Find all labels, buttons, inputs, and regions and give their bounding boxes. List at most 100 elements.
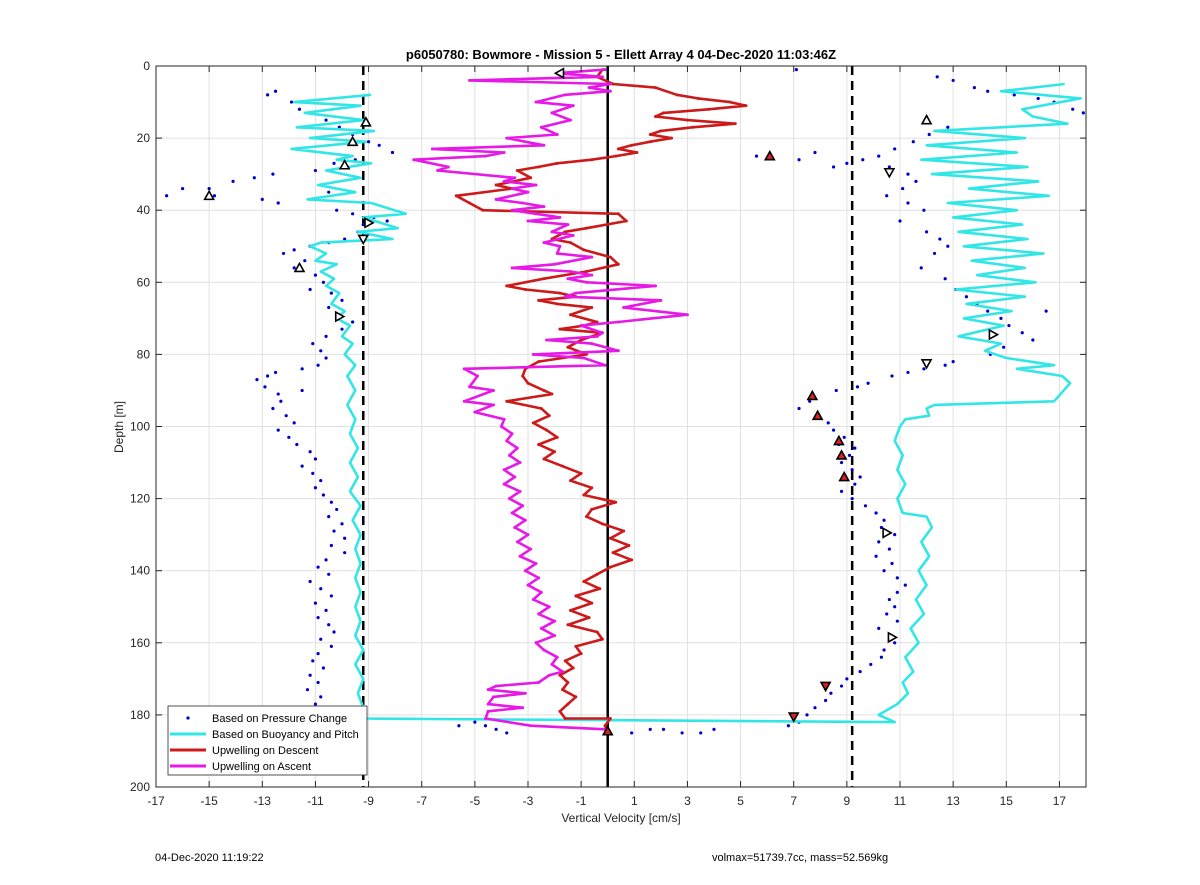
pressure-point [287, 435, 291, 439]
series-vertex [529, 547, 533, 551]
pressure-point [313, 457, 318, 461]
series-vertex [491, 695, 495, 699]
series-vertex [518, 554, 522, 558]
series-vertex [685, 313, 689, 317]
series-vertex [523, 569, 527, 573]
series-vertex [545, 338, 549, 342]
series-vertex [563, 230, 567, 234]
series-vertex [616, 349, 620, 353]
footer-timestamp: 04-Dec-2020 11:19:22 [155, 852, 264, 864]
series-vertex [590, 486, 594, 490]
pressure-point [494, 727, 498, 731]
series-vertex [744, 104, 748, 108]
series-vertex [595, 572, 599, 576]
pressure-point [319, 637, 323, 641]
series-vertex [622, 306, 626, 310]
pressure-point [303, 259, 307, 263]
pressure-point [858, 475, 862, 479]
pressure-point [313, 486, 318, 490]
triangle-marker [838, 470, 851, 482]
pressure-point [324, 558, 328, 562]
pressure-point [839, 460, 844, 465]
series-vertex [534, 183, 538, 187]
series-vertex [510, 187, 514, 191]
series-vertex [542, 205, 546, 209]
triangle-marker [920, 113, 933, 125]
pressure-point [319, 587, 323, 591]
series-vertex [523, 518, 527, 522]
series-vertex [675, 93, 679, 97]
series-vertex [558, 673, 562, 677]
y-tick-label: 40 [137, 203, 151, 217]
pressure-point [1036, 96, 1040, 101]
pressure-point [300, 388, 304, 393]
y-tick-label: 200 [130, 780, 150, 794]
series-vertex [616, 147, 620, 151]
series-vertex [518, 461, 522, 465]
pressure-point [986, 309, 990, 313]
pressure-point [324, 118, 328, 122]
series-vertex [537, 576, 541, 580]
pressure-point [887, 547, 891, 551]
pressure-point [850, 468, 854, 472]
pressure-point [847, 453, 852, 457]
pressure-point [324, 356, 328, 360]
pressure-point [319, 478, 323, 483]
y-tick-label: 80 [137, 347, 151, 361]
pressure-point [284, 414, 288, 418]
pressure-point [308, 287, 312, 292]
footer-vehicle-info: volmax=51739.7cc, mass=52.569kg [712, 852, 889, 864]
series-vertex [614, 154, 618, 158]
series-vertex [468, 201, 472, 205]
pressure-point [505, 731, 509, 735]
series-vertex [598, 587, 602, 591]
series-vertex [555, 132, 559, 136]
series-vertex [537, 680, 541, 684]
series-vertex [555, 302, 559, 306]
series-vertex [590, 507, 594, 511]
series-vertex [483, 717, 487, 721]
series-vertex [412, 158, 416, 162]
pressure-point [877, 154, 881, 158]
series-line-buoyancy [290, 82, 1082, 724]
pressure-point [898, 219, 902, 223]
series-vertex [521, 201, 525, 205]
legend-box [167, 705, 368, 776]
series-vertex [733, 122, 737, 126]
series-vertex [539, 406, 543, 410]
pressure-point [316, 652, 320, 656]
series-vertex [595, 334, 599, 338]
pressure-point [300, 367, 304, 371]
series-vertex [659, 129, 663, 133]
pressure-point [271, 172, 275, 176]
reference-lines [362, 66, 854, 787]
pressure-point [842, 435, 846, 439]
series-vertex [526, 190, 530, 194]
pressure-point [483, 724, 488, 728]
series-descent [454, 68, 748, 735]
series-vertex [486, 702, 490, 706]
series-vertex [608, 717, 612, 721]
series-vertex [579, 338, 583, 342]
series-vertex [534, 100, 538, 104]
series-vertex [563, 717, 567, 721]
series-vertex [608, 89, 612, 93]
series-vertex [510, 432, 514, 436]
series-vertex [513, 475, 517, 479]
series-buoyancy [290, 82, 1082, 724]
series-vertex [600, 75, 604, 79]
pressure-point [906, 201, 910, 205]
series-vertex [590, 342, 594, 346]
triangle-marker [763, 149, 776, 161]
x-tick-label: -15 [200, 794, 218, 808]
x-axis-label: Vertical Velocity [cm/s] [561, 811, 680, 825]
pressure-point [829, 691, 833, 695]
series-vertex [542, 648, 546, 652]
series-vertex [707, 107, 711, 111]
pressure-point [754, 154, 759, 158]
series-vertex [505, 284, 509, 288]
triangle-marker [833, 434, 845, 446]
series-vertex [608, 536, 612, 540]
pressure-point [874, 511, 878, 515]
pressure-point [943, 363, 947, 367]
